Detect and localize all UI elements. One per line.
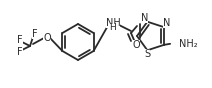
Text: O: O (132, 40, 140, 50)
Text: F: F (32, 29, 38, 39)
Text: F: F (17, 35, 23, 45)
Text: F: F (17, 47, 23, 57)
Text: NH₂: NH₂ (179, 39, 198, 49)
Text: O: O (43, 33, 51, 43)
Text: S: S (144, 49, 151, 59)
Text: NH: NH (106, 18, 120, 28)
Text: N: N (141, 13, 148, 23)
Text: N: N (163, 18, 171, 28)
Text: H: H (110, 23, 116, 32)
